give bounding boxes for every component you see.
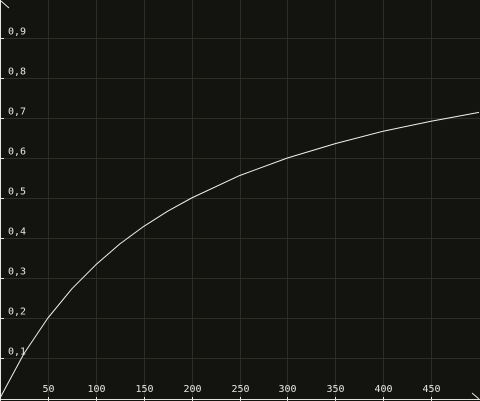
x-tick-label: 150 — [135, 384, 153, 395]
x-axis-arrow-icon — [471, 392, 480, 400]
x-tick-label: 200 — [183, 384, 201, 395]
series-line — [0, 111, 480, 399]
y-tick-label: 0,7 — [8, 107, 26, 118]
y-tick-label: 0,9 — [8, 27, 26, 38]
y-tick-label: 0,4 — [8, 227, 26, 238]
y-tick-label: 0,2 — [8, 307, 26, 318]
tick-labels: 50 100 150 200 250 300 350 400 450 0,1 0,2 0,3 0,4 0,… — [0, 27, 441, 401]
y-tick-label: 0,6 — [8, 147, 26, 158]
y-tick-label: 0,3 — [8, 267, 26, 278]
y-tick-label: 0,5 — [8, 187, 26, 198]
x-tick-label: 400 — [374, 384, 392, 395]
y-tick-label: 0,8 — [8, 67, 26, 78]
x-tick-label: 100 — [87, 384, 105, 395]
x-tick-label: 300 — [278, 384, 296, 395]
x-tick-label: 250 — [231, 384, 249, 395]
y-axis-arrow-icon — [0, 0, 10, 9]
x-tick-label: 450 — [422, 384, 440, 395]
x-tick-label: 350 — [326, 384, 344, 395]
series-group — [0, 111, 480, 399]
y-tick-label: 0,1 — [8, 347, 26, 358]
x-tick-label: 50 — [42, 384, 54, 395]
